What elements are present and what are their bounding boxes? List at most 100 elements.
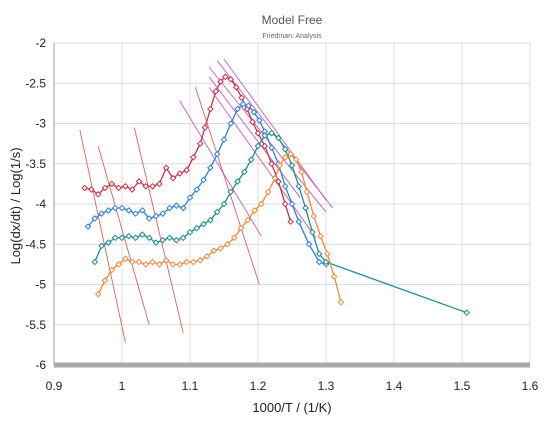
data-point (84, 223, 92, 230)
fit-line (97, 145, 150, 325)
data-point (156, 261, 163, 268)
grid (54, 42, 531, 365)
data-point (288, 200, 296, 208)
data-point (275, 134, 282, 142)
data-point (315, 250, 323, 258)
data-point (281, 200, 289, 208)
data-point (115, 261, 122, 268)
fit-line (179, 100, 262, 237)
fit-line (208, 76, 301, 198)
y-tick-label: -3 (35, 117, 46, 131)
data-point (295, 182, 303, 190)
data-point (152, 239, 160, 246)
data-point (101, 277, 109, 284)
x-tick-label: 1 (119, 379, 126, 393)
data-point (98, 210, 105, 217)
data-point (162, 257, 170, 264)
data-point (287, 150, 294, 158)
y-axis-label: Log(dx/dt) / Log(1/s) (8, 147, 23, 264)
data-point (249, 118, 256, 126)
data-point (315, 258, 323, 266)
data-point (271, 174, 279, 182)
data-point (91, 215, 99, 222)
data-point (261, 142, 269, 150)
data-point (322, 258, 330, 266)
data-point (94, 290, 102, 298)
data-point (220, 136, 228, 143)
data-point (132, 234, 139, 242)
data-point (176, 170, 184, 177)
data-point (115, 184, 122, 192)
data-point (169, 261, 177, 268)
data-point (142, 182, 150, 190)
data-point (183, 166, 190, 174)
data-point (222, 73, 229, 81)
y-tick-label: -2 (35, 36, 46, 50)
data-point (142, 261, 150, 268)
y-tick-label: -2.5 (25, 76, 46, 90)
data-point (268, 129, 275, 137)
x-tick-label: 1.2 (250, 379, 267, 393)
fit-line (79, 129, 126, 343)
data-point (250, 108, 258, 116)
data-point (244, 216, 252, 224)
data-point (108, 180, 116, 188)
data-point (149, 258, 156, 266)
data-point (186, 228, 194, 236)
data-point (287, 218, 294, 226)
axes: 0.9 1 1.1 1.2 1.3 1.4 1.5 1.6 -6 -5.5 -5 -4.5 -4 -3.5… (25, 36, 538, 393)
data-point (207, 216, 214, 224)
data-point (303, 188, 311, 196)
data-point (268, 144, 275, 151)
data-point (234, 105, 241, 113)
data-point (213, 150, 221, 158)
y-tick-label: -5.5 (25, 318, 46, 332)
data-series (81, 73, 471, 316)
data-point (139, 231, 146, 238)
data-point (237, 224, 245, 232)
data-point (176, 261, 184, 268)
data-point (122, 255, 129, 263)
data-point (125, 207, 133, 214)
data-point (251, 207, 258, 214)
y-tick-label: -4 (35, 197, 46, 211)
data-point (156, 180, 163, 188)
data-point (166, 234, 173, 242)
data-point (173, 202, 180, 209)
data-point (213, 208, 221, 216)
data-point (234, 178, 241, 185)
chart-subtitle: Friedman: Analysis (262, 33, 322, 40)
data-point (288, 162, 296, 169)
fit-line (195, 87, 260, 285)
data-point (281, 145, 289, 153)
data-point (203, 253, 211, 260)
data-point (245, 102, 252, 110)
data-point (256, 116, 263, 124)
data-point (111, 234, 119, 242)
data-point (302, 204, 309, 212)
x-tick-label: 1.3 (318, 379, 335, 393)
data-point (101, 184, 109, 192)
x-tick-label: 1.5 (454, 379, 471, 393)
data-point (149, 182, 156, 190)
chart-title: Model Free (262, 13, 323, 27)
data-point (183, 258, 190, 266)
x-axis-label: 1000/T / (1/K) (252, 400, 331, 415)
data-point (281, 182, 289, 190)
data-point (94, 191, 102, 198)
data-point (166, 204, 173, 212)
data-point (275, 178, 282, 185)
data-point (152, 212, 160, 220)
data-point (122, 182, 129, 190)
data-point (201, 124, 209, 131)
data-point (162, 164, 170, 172)
fit-lines (79, 58, 334, 343)
data-point (227, 75, 235, 83)
data-point (108, 266, 116, 274)
data-point (239, 100, 247, 108)
data-point (207, 105, 214, 113)
data-point (276, 162, 284, 169)
data-point (98, 242, 105, 250)
data-point (463, 309, 471, 316)
